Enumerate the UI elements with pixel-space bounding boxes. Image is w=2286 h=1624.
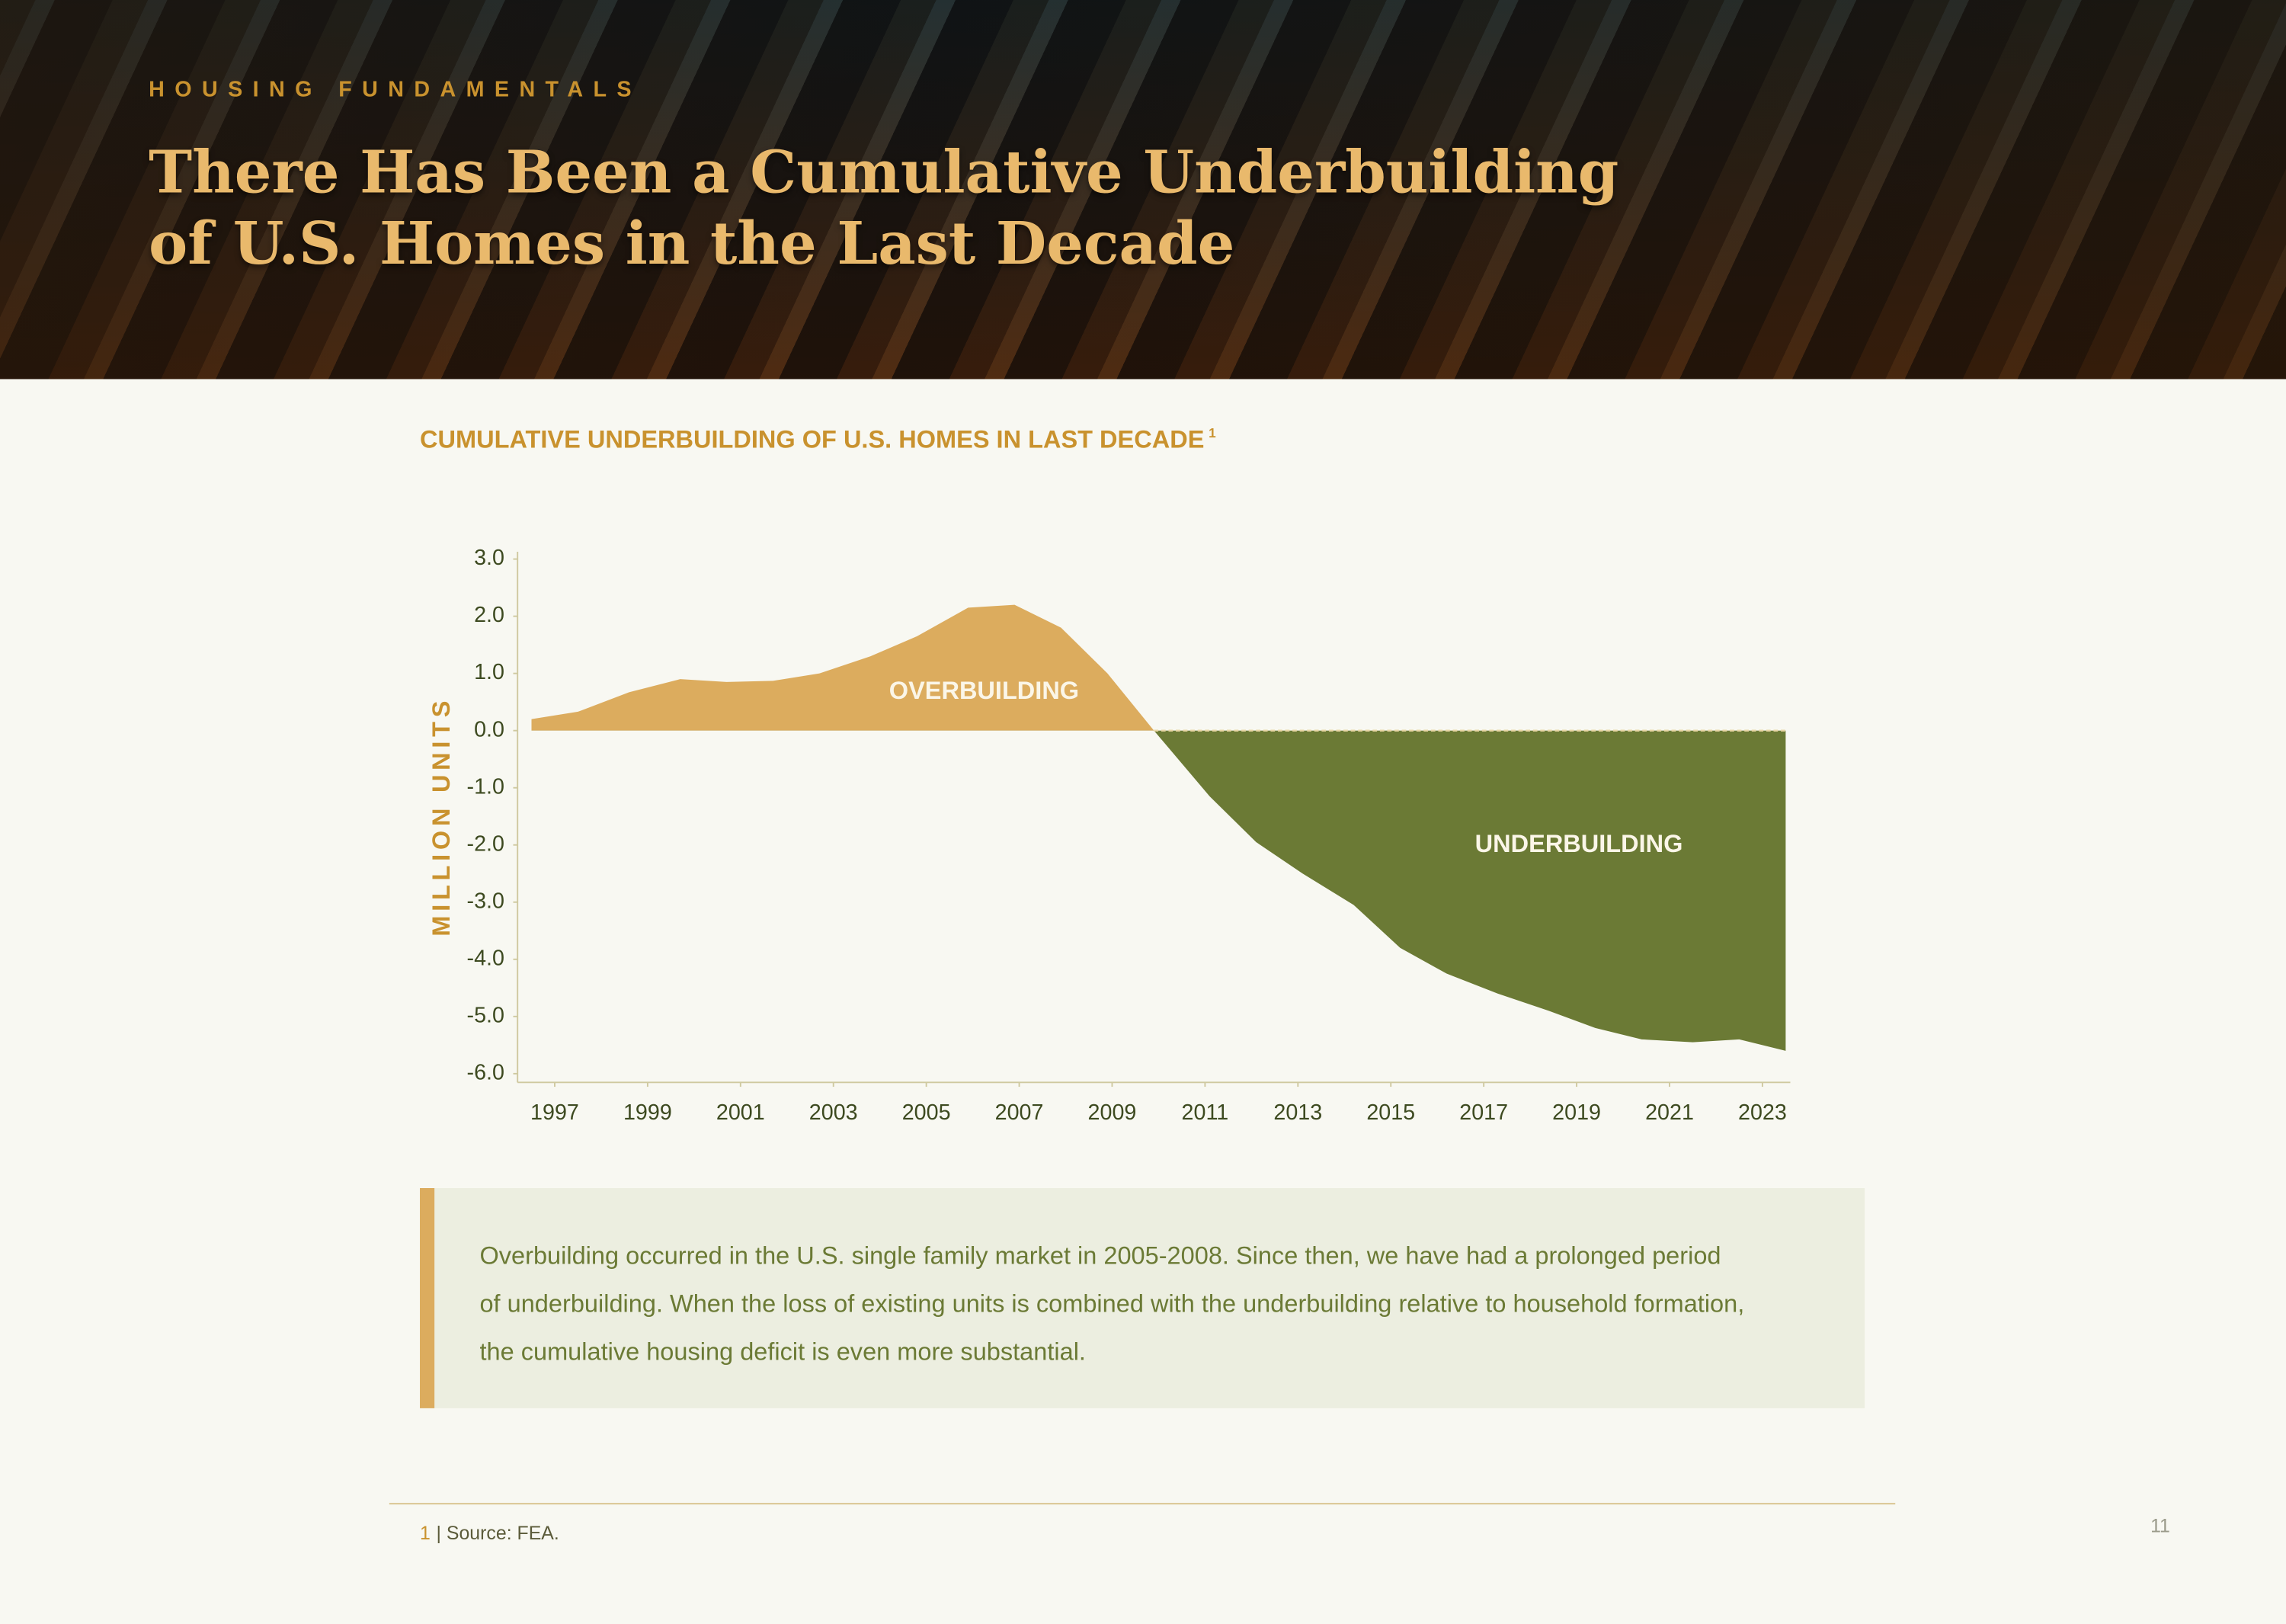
y-tick-label: -3.0	[467, 889, 504, 913]
y-tick-label: -6.0	[467, 1060, 504, 1084]
page-title: There Has Been a Cumulative Underbuildin…	[149, 137, 1618, 280]
kicker: HOUSING FUNDAMENTALS	[149, 77, 642, 102]
hero-image	[0, 0, 2286, 380]
x-tick-label: 2009	[1088, 1100, 1137, 1125]
y-tick-label: 0.0	[474, 717, 504, 742]
y-tick-label: -5.0	[467, 1003, 504, 1027]
annotation: UNDERBUILDING	[1475, 830, 1683, 857]
overbuilding-area	[531, 604, 1154, 731]
footnote: 1 | Source: FEA.	[420, 1522, 559, 1544]
x-tick-label: 2015	[1366, 1100, 1415, 1125]
x-tick-label: 2001	[716, 1100, 765, 1125]
page-number: 11	[2150, 1514, 2170, 1537]
x-tick-label: 1997	[530, 1100, 579, 1125]
callout: Overbuilding occurred in the U.S. single…	[420, 1188, 1865, 1408]
x-tick-label: 1999	[623, 1100, 672, 1125]
annotation: OVERBUILDING	[889, 677, 1079, 704]
underbuilding-area	[531, 730, 1786, 1051]
y-tick-label: -1.0	[467, 774, 504, 799]
x-tick-label: 2013	[1273, 1100, 1322, 1125]
chart-title: CUMULATIVE UNDERBUILDING OF U.S. HOMES I…	[420, 426, 1216, 455]
y-axis-label: MILLION UNITS	[427, 697, 455, 937]
x-tick-label: 2019	[1552, 1100, 1601, 1125]
x-tick-label: 2003	[809, 1100, 858, 1125]
y-tick-label: -2.0	[467, 831, 504, 856]
footer-rule	[389, 1503, 1896, 1505]
footnote-number: 1	[420, 1522, 431, 1544]
y-tick-label: 3.0	[474, 546, 504, 570]
x-tick-label: 2017	[1459, 1100, 1508, 1125]
chart: 3.0 2.0 1.0 0.0 -1.0 -2.0 -3.0 -4.0 -5.0 -6.0 MILL…	[427, 546, 1791, 1125]
y-tick-label: 1.0	[474, 660, 504, 684]
x-tick-label: 2021	[1645, 1100, 1694, 1125]
title-line: There Has Been a Cumulative Underbuildin…	[149, 138, 1619, 207]
footnote-text: | Source: FEA.	[436, 1522, 559, 1544]
y-tick-label: -4.0	[467, 946, 504, 970]
chart-title-text: CUMULATIVE UNDERBUILDING OF U.S. HOMES I…	[420, 425, 1205, 453]
x-tick-label: 2023	[1738, 1100, 1787, 1125]
x-tick-label: 2011	[1182, 1100, 1229, 1125]
title-line: of U.S. Homes in the Last Decade	[149, 210, 1235, 279]
title-note: 1	[1209, 426, 1216, 441]
y-tick-label: 2.0	[474, 603, 504, 627]
x-tick-label: 2005	[902, 1100, 951, 1125]
x-tick-label: 2007	[995, 1100, 1044, 1125]
